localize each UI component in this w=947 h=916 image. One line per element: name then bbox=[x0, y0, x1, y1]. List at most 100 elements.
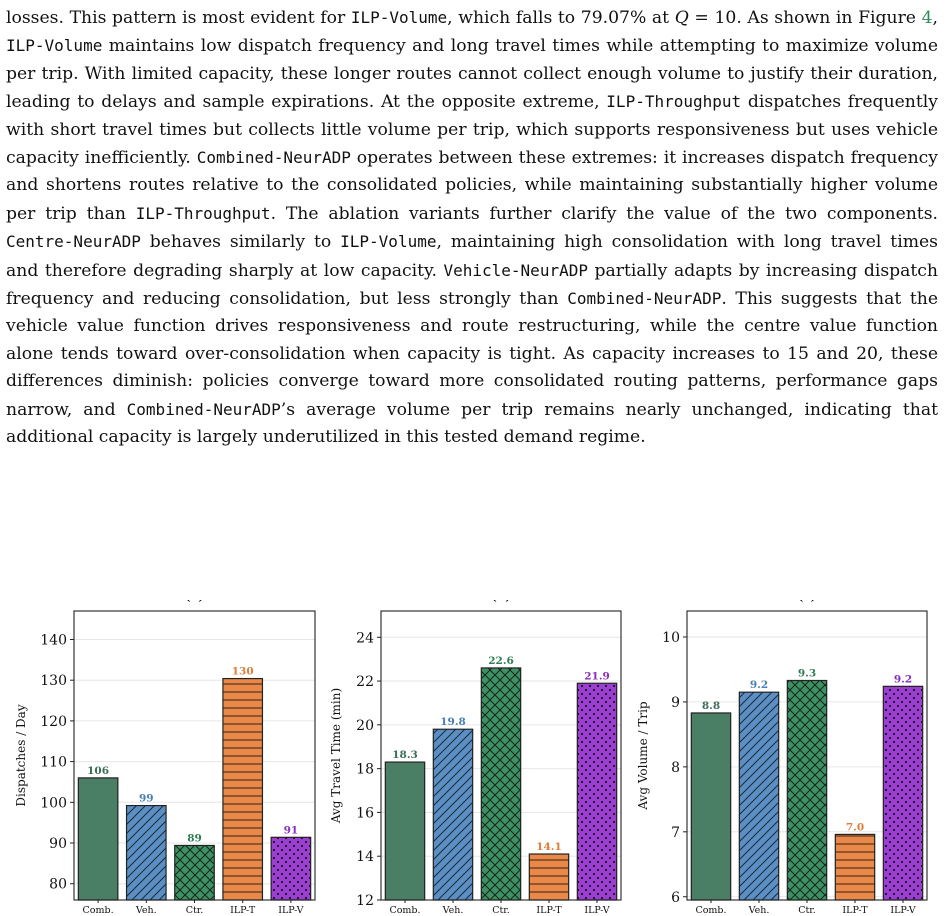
value-label: 21.9 bbox=[584, 670, 610, 682]
y-tick-label: 110 bbox=[40, 755, 67, 771]
x-tick-label: Comb. bbox=[695, 905, 726, 916]
value-label: 89 bbox=[187, 832, 202, 844]
value-label: 9.2 bbox=[750, 679, 768, 691]
bar-comb bbox=[77, 777, 119, 901]
text-run: losses. This pattern is most evident for bbox=[6, 8, 351, 28]
y-tick-label: 100 bbox=[40, 795, 67, 811]
value-label: 18.3 bbox=[392, 749, 418, 761]
bar-ilpv bbox=[576, 682, 618, 901]
chart-dispatches: 106 Comb. 99 Veh. 89 Ctr. 130 ILP-T 91 ILP-V 80 90 1… bbox=[14, 600, 316, 916]
x-tick-label: Veh. bbox=[442, 905, 464, 916]
x-tick-label: ILP-T bbox=[842, 905, 868, 916]
x-tick-label: Ctr. bbox=[798, 905, 816, 916]
bar-ctr bbox=[480, 667, 522, 901]
text-mono: ILP-Throughput bbox=[606, 92, 742, 112]
text-run: dispatches frequently with short travel … bbox=[6, 92, 938, 169]
text-run: , maintaining high consolidation with lo… bbox=[6, 232, 938, 281]
bar-ilpt bbox=[834, 833, 876, 901]
x-tick-label: Ctr. bbox=[186, 905, 204, 916]
y-tick-label: 8 bbox=[671, 760, 680, 776]
bar-ilpv bbox=[270, 836, 312, 901]
chart-title: (c) bbox=[798, 600, 817, 603]
y-tick-label: 18 bbox=[356, 762, 374, 778]
text-mono: ILP-Throughput bbox=[135, 203, 271, 223]
text-run: , which falls to 79.07% at bbox=[447, 8, 675, 28]
value-label: 9.3 bbox=[798, 667, 816, 679]
y-tick-label: 7 bbox=[671, 825, 680, 841]
text-run: ’s average volume per trip remains nearl… bbox=[6, 399, 938, 448]
text-mono: Combined-NeurADP bbox=[196, 148, 351, 168]
text-run: = 10. As shown in Figure bbox=[688, 8, 922, 28]
bar-ilpt bbox=[528, 853, 570, 901]
y-tick-label: 22 bbox=[356, 674, 374, 690]
text-math: Q bbox=[674, 8, 689, 28]
y-axis-label: Avg Travel Time (min) bbox=[329, 688, 343, 824]
axes-frame bbox=[380, 610, 622, 901]
text-mono: Combined-NeurADP bbox=[126, 399, 281, 419]
value-label: 7.0 bbox=[846, 821, 864, 833]
chart-title: (a) bbox=[185, 600, 204, 603]
y-tick-label: 10 bbox=[662, 630, 680, 646]
x-tick-label: ILP-T bbox=[230, 905, 256, 916]
text-run: operates between these extremes: it incr… bbox=[6, 148, 938, 224]
value-label: 130 bbox=[232, 666, 254, 678]
y-tick-label: 140 bbox=[40, 632, 67, 648]
y-tick-label: 16 bbox=[356, 805, 374, 821]
x-tick-label: Veh. bbox=[135, 905, 157, 916]
y-tick-label: 130 bbox=[40, 673, 67, 689]
text-mono: Vehicle-NeurADP bbox=[443, 260, 588, 280]
y-tick-label: 90 bbox=[49, 836, 67, 852]
y-tick-label: 6 bbox=[671, 890, 680, 906]
x-tick-label: Comb. bbox=[389, 905, 420, 916]
text-link[interactable]: 4 bbox=[921, 8, 933, 28]
text-mono: ILP-Volume bbox=[6, 36, 103, 56]
text-run: . The ablation variants further clarify … bbox=[270, 203, 938, 224]
value-label: 8.8 bbox=[702, 700, 720, 712]
value-label: 99 bbox=[139, 793, 154, 805]
bar-veh bbox=[125, 804, 167, 901]
text-mono: ILP-Volume bbox=[340, 232, 437, 252]
text-run: behaves similarly to bbox=[140, 232, 341, 253]
bar-veh bbox=[432, 728, 474, 901]
y-axis-label: Dispatches / Day bbox=[14, 704, 28, 806]
value-label: 19.8 bbox=[440, 716, 466, 728]
y-tick-label: 24 bbox=[356, 630, 374, 646]
x-tick-label: ILP-T bbox=[536, 905, 562, 916]
y-tick-label: 80 bbox=[49, 877, 67, 893]
value-label: 9.2 bbox=[894, 673, 912, 685]
x-tick-label: ILP-V bbox=[890, 905, 915, 916]
value-label: 22.6 bbox=[488, 655, 514, 667]
text-run: maintains low dispatch frequency and lon… bbox=[6, 36, 938, 113]
axes-frame bbox=[686, 610, 928, 901]
text-mono: ILP-Volume bbox=[350, 8, 448, 27]
chart-travel-time: 18.3 Comb. 19.8 Veh. 22.6 Ctr. 14.1 ILP-T 21.9 IL… bbox=[329, 600, 622, 916]
bar-ctr bbox=[174, 844, 215, 901]
figure-charts: 106Comb.99Veh.89Ctr.130ILP-T91ILP-V80901… bbox=[14, 600, 928, 916]
bar-ilpt bbox=[222, 677, 264, 901]
y-tick-label: 14 bbox=[356, 849, 374, 865]
chart-volume: 8.8 Comb. 9.2 Veh. 9.3 Ctr. 7.0 ILP-T 9.2 ILP-V 6 7… bbox=[636, 600, 928, 916]
y-tick-label: 20 bbox=[356, 718, 374, 734]
value-label: 106 bbox=[87, 765, 109, 777]
text-mono: Centre-NeurADP bbox=[6, 232, 141, 252]
x-tick-label: Ctr. bbox=[492, 905, 510, 916]
x-tick-label: ILP-V bbox=[278, 905, 303, 916]
chart-title: (b) bbox=[491, 600, 511, 603]
bar-ctr bbox=[786, 679, 828, 901]
y-tick-label: 120 bbox=[40, 714, 67, 730]
axes-frame bbox=[73, 610, 316, 901]
text-run: , bbox=[932, 8, 938, 28]
x-tick-label: Veh. bbox=[748, 905, 770, 916]
bar-veh bbox=[738, 691, 780, 901]
bar-ilpv bbox=[882, 685, 924, 901]
x-tick-label: ILP-V bbox=[584, 905, 609, 916]
x-tick-label: Comb. bbox=[83, 905, 114, 916]
value-label: 14.1 bbox=[536, 841, 562, 853]
bar-comb bbox=[690, 712, 732, 901]
bar-comb bbox=[384, 761, 426, 901]
y-tick-label: 9 bbox=[671, 695, 680, 711]
body-paragraph: losses. This pattern is most evident for… bbox=[6, 4, 938, 452]
value-label: 91 bbox=[284, 824, 299, 836]
y-tick-label: 12 bbox=[356, 893, 374, 909]
text-run: . This suggests that the vehicle value f… bbox=[6, 289, 939, 420]
